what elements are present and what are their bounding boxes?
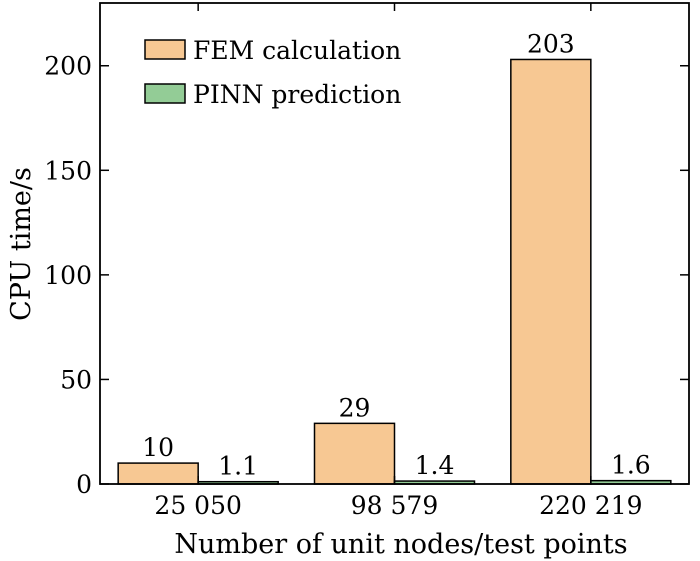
data-label-pinn-0: 1.1 — [218, 452, 258, 481]
bar-fem-2 — [510, 58, 592, 485]
bar-fem-0 — [117, 462, 199, 485]
y-axis-title: CPU time/s — [6, 167, 37, 321]
data-label-fem-0: 10 — [142, 433, 174, 462]
y-tick-label: 50 — [60, 365, 92, 394]
y-tick-label: 200 — [44, 52, 92, 81]
data-label-pinn-1: 1.4 — [415, 451, 455, 480]
legend-label-fem: FEM calculation — [193, 36, 401, 65]
data-label-fem-2: 203 — [527, 29, 575, 58]
x-tick-label: 98 579 — [351, 491, 438, 520]
y-tick-label: 0 — [76, 470, 92, 499]
x-tick-label: 220 219 — [539, 491, 642, 520]
plot-frame — [99, 2, 690, 485]
y-tick-label: 150 — [44, 156, 92, 185]
bar-fem-1 — [313, 422, 396, 485]
legend: FEM calculation PINN prediction — [144, 36, 401, 109]
bars-layer — [117, 58, 672, 485]
data-label-pinn-2: 1.6 — [611, 451, 651, 480]
x-tick-label: 25 050 — [154, 491, 241, 520]
x-axis-title: Number of unit nodes/test points — [174, 529, 627, 560]
legend-swatch-pinn — [144, 83, 186, 104]
legend-label-pinn: PINN prediction — [193, 80, 401, 109]
data-label-fem-1: 29 — [339, 393, 371, 422]
axes-layer: 25 050 98 579 220 219 0 50 100 150 200 — [44, 2, 690, 520]
y-tick-label: 100 — [44, 261, 92, 290]
data-labels-layer: 10 1.1 29 1.4 203 1.6 — [142, 29, 650, 480]
legend-swatch-fem — [144, 39, 186, 60]
